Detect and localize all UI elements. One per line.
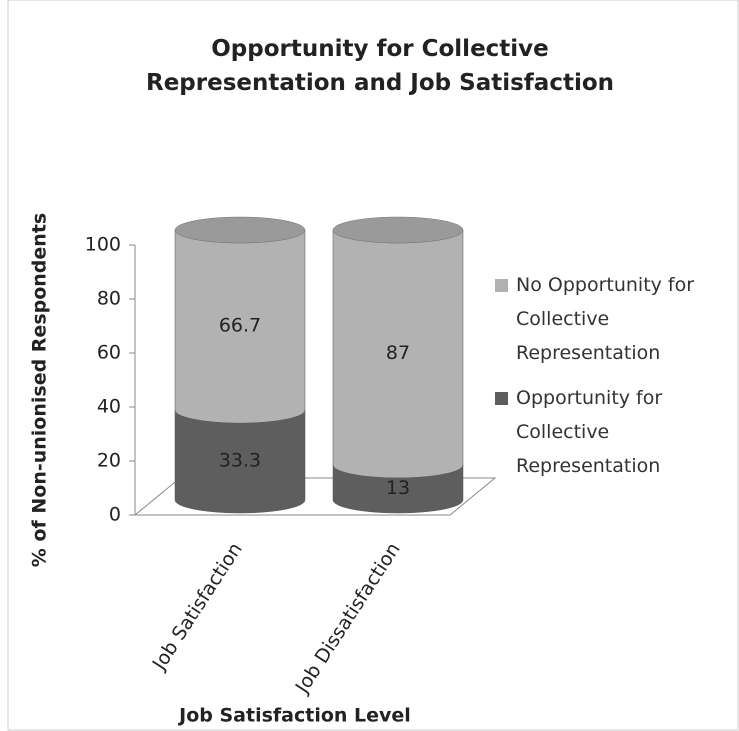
legend-swatch xyxy=(495,392,508,405)
floor xyxy=(133,477,497,516)
legend-label: No Opportunity for Collective Representa… xyxy=(516,274,695,364)
y-tick-label: 0 xyxy=(109,504,121,526)
y-tick-label: 60 xyxy=(97,342,121,364)
y-tick-label: 20 xyxy=(97,450,121,472)
chart-title: Opportunity for Collective Representatio… xyxy=(145,36,615,96)
legend-label: Opportunity for Collective Representatio… xyxy=(516,387,663,477)
legend-item: Opportunity for Collective Representatio… xyxy=(495,381,730,483)
x-axis-label: Job Satisfaction Level xyxy=(177,705,411,727)
data-label: 13 xyxy=(386,477,410,499)
legend-item: No Opportunity for Collective Representa… xyxy=(495,268,730,370)
x-tick-label: Job Dissatisfaction xyxy=(291,539,405,698)
border xyxy=(7,0,739,731)
x-tick-label: Job Satisfaction xyxy=(148,539,247,675)
cylinder-top xyxy=(332,216,464,244)
data-label: 87 xyxy=(386,342,410,364)
y-axis-label: % of Non-unionised Respondents xyxy=(29,213,51,567)
cylinder-top xyxy=(174,216,306,244)
data-label: 66.7 xyxy=(219,315,261,337)
legend-swatch xyxy=(495,279,508,292)
y-tick-label: 100 xyxy=(85,234,121,256)
data-label: 33.3 xyxy=(219,450,261,472)
y-tick-label: 40 xyxy=(97,396,121,418)
y-tick-label: 80 xyxy=(97,288,121,310)
